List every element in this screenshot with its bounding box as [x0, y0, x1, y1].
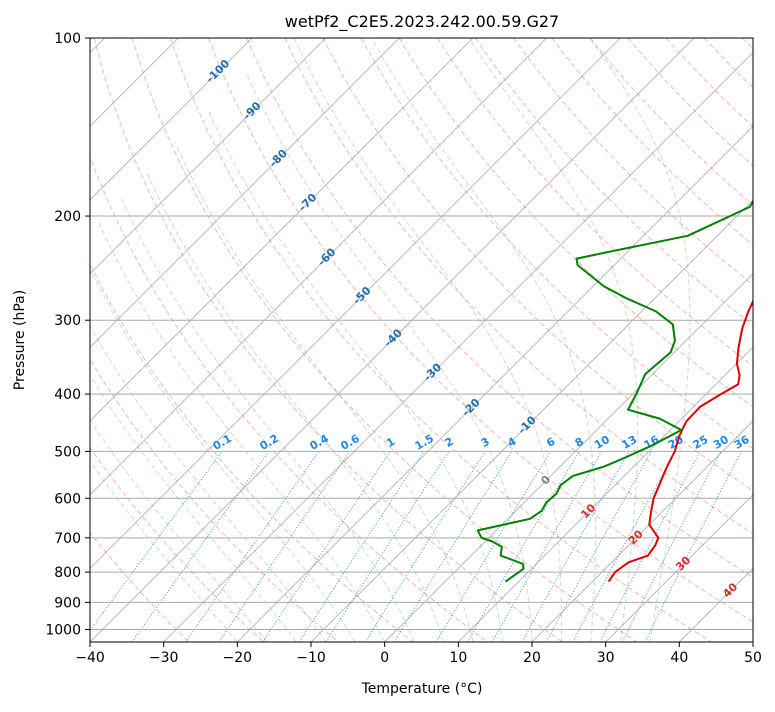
y-tick-label: 800	[54, 565, 81, 581]
y-tick-label: 500	[54, 444, 81, 460]
x-tick-label: −10	[296, 650, 326, 666]
x-tick-label: 30	[597, 650, 615, 666]
y-tick-label: 1000	[45, 622, 81, 638]
x-tick-label: 50	[744, 650, 762, 666]
x-axis-label: Temperature (°C)	[361, 681, 483, 697]
y-tick-label: 400	[54, 387, 81, 403]
y-tick-label: 900	[54, 595, 81, 611]
chart-title: wetPf2_C2E5.2023.242.00.59.G27	[285, 12, 559, 32]
y-tick-label: 200	[54, 209, 81, 225]
x-tick-label: 40	[670, 650, 688, 666]
y-tick-label: 100	[54, 31, 81, 47]
x-tick-label: 10	[449, 650, 467, 666]
y-tick-label: 700	[54, 531, 81, 547]
y-tick-label: 300	[54, 313, 81, 329]
x-tick-label: 20	[523, 650, 541, 666]
x-tick-label: −40	[75, 650, 105, 666]
x-tick-label: −20	[223, 650, 253, 666]
x-tick-label: 0	[380, 650, 389, 666]
y-axis-label: Pressure (hPa)	[12, 290, 28, 390]
x-tick-label: −30	[149, 650, 179, 666]
y-tick-label: 600	[54, 491, 81, 507]
